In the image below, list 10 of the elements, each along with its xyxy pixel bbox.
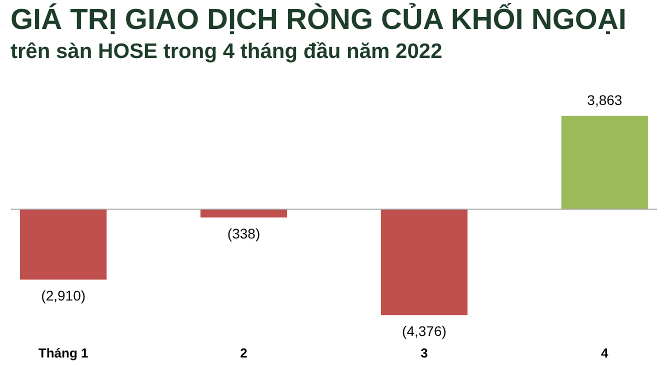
- data-label: 3,863: [587, 92, 622, 108]
- data-label: (2,910): [41, 288, 86, 304]
- data-label: (338): [227, 225, 260, 242]
- x-tick-label: Tháng 1: [38, 346, 88, 360]
- x-tick-label: 2: [240, 346, 248, 360]
- chart-subtitle: trên sàn HOSE trong 4 tháng đầu năm 2022: [10, 40, 442, 63]
- x-tick-label: 4: [601, 346, 610, 360]
- data-label: (4,376): [402, 323, 446, 340]
- x-tick-label: 3: [420, 346, 428, 360]
- chart-title: GIÁ TRỊ GIAO DỊCH RÒNG CỦA KHỐI NGOẠI: [10, 3, 626, 36]
